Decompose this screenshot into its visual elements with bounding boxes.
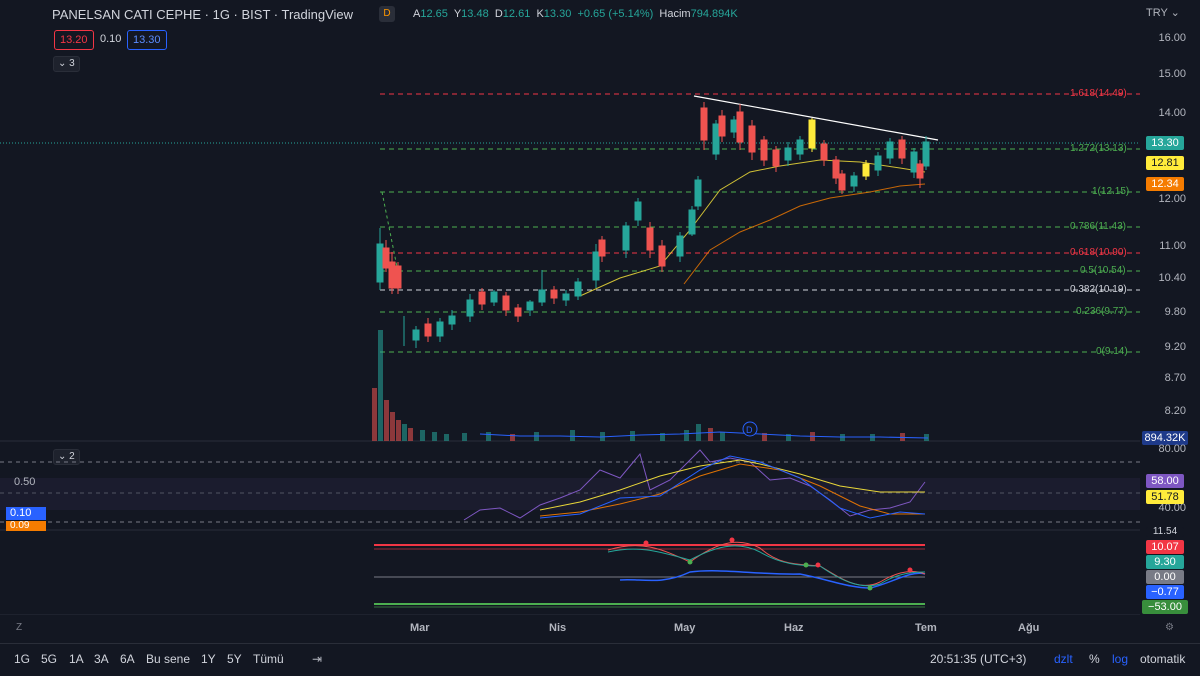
- goto-date-icon[interactable]: ⇥: [312, 652, 323, 666]
- volume-bars: [372, 330, 929, 441]
- fib-label: 0.618(10.90): [1070, 247, 1127, 258]
- range-1d[interactable]: 1G: [14, 652, 31, 666]
- bottom-toolbar: 1G 5G 1A 3A 6A Bu sene 1Y 5Y Tümü ⇥ 20:5…: [0, 643, 1200, 676]
- rsi-axis-40: 40.00: [1158, 502, 1186, 514]
- spread-value: 0.10: [100, 33, 122, 45]
- settings-icon[interactable]: ⚙: [1165, 622, 1174, 633]
- ma-fast-tag: 12.81: [1146, 156, 1184, 170]
- rsi-value-tag: 58.00: [1146, 474, 1184, 488]
- zoom-icon[interactable]: Z: [16, 622, 23, 633]
- svg-text:D: D: [746, 425, 753, 435]
- osc-tag-dark-green: −53.00: [1142, 600, 1188, 614]
- percent-toggle[interactable]: %: [1089, 652, 1100, 666]
- osc-tag-green: 9.30: [1146, 555, 1184, 569]
- range-1m[interactable]: 1A: [69, 652, 84, 666]
- adjust-toggle[interactable]: dzlt: [1054, 652, 1073, 666]
- symbol-title[interactable]: PANELSAN CATI CEPHE · 1G · BIST · Tradin…: [52, 6, 354, 22]
- range-3m[interactable]: 3A: [94, 652, 109, 666]
- osc-tag-red: 10.07: [1146, 540, 1184, 554]
- candles: [376, 102, 930, 348]
- fib-label: 0.382(10.19): [1070, 284, 1127, 295]
- bid-price[interactable]: 13.20: [54, 30, 94, 50]
- fib-label: 0.5(10.54): [1080, 265, 1126, 276]
- fib-label: 1.272(13.13): [1070, 143, 1127, 154]
- rsi-ma-tag: 51.78: [1146, 490, 1184, 504]
- collapse-indicators-button[interactable]: ⌄ 3: [53, 56, 80, 72]
- ma-slow-tag: 12.34: [1146, 177, 1184, 191]
- range-ytd[interactable]: Bu sene: [146, 652, 191, 666]
- fib-label: 1(12.15): [1092, 186, 1130, 197]
- currency-selector[interactable]: TRY ⌄: [1146, 7, 1180, 19]
- range-1y[interactable]: 1Y: [201, 652, 216, 666]
- trendline: [693, 95, 939, 141]
- last-price-tag: 13.30: [1146, 136, 1184, 150]
- left-tag-orange: 0.09: [6, 521, 46, 531]
- price-chart[interactable]: D: [0, 0, 1140, 615]
- fib-levels: [380, 93, 1140, 353]
- osc-tag-top: 11.54: [1146, 527, 1184, 537]
- range-5d[interactable]: 5G: [41, 652, 58, 666]
- range-all[interactable]: Tümü: [253, 652, 284, 666]
- osc-tag-zero: 0.00: [1146, 570, 1184, 584]
- osc-tag-blue: −0.77: [1146, 585, 1184, 599]
- chart-legend: PANELSAN CATI CEPHE · 1G · BIST · Tradin…: [52, 6, 738, 22]
- left-scale-value: 0.50: [14, 476, 36, 488]
- fib-label: 0.236(9.77): [1076, 306, 1128, 317]
- rsi-axis-80: 80.00: [1158, 443, 1186, 455]
- left-tag-blue: 0.10: [6, 507, 46, 520]
- volume-tag: 894.32K: [1142, 431, 1188, 445]
- range-5y[interactable]: 5Y: [227, 652, 242, 666]
- ask-price[interactable]: 13.30: [127, 30, 167, 50]
- fib-label: 0(9.14): [1096, 346, 1128, 357]
- collapse-rsi-button[interactable]: ⌄ 2: [53, 449, 80, 465]
- fib-label: 1.618(14.49): [1070, 88, 1127, 99]
- log-toggle[interactable]: log: [1112, 652, 1129, 666]
- dividend-badge[interactable]: D: [379, 6, 396, 22]
- fib-label: 0.786(11.43): [1070, 221, 1126, 232]
- range-6m[interactable]: 6A: [120, 652, 135, 666]
- ohlc-readout: A12.65 Y13.48 D12.61 K13.30 +0.65 (+5.14…: [413, 8, 738, 20]
- clock[interactable]: 20:51:35 (UTC+3): [930, 652, 1027, 666]
- auto-toggle[interactable]: otomatik: [1140, 652, 1186, 666]
